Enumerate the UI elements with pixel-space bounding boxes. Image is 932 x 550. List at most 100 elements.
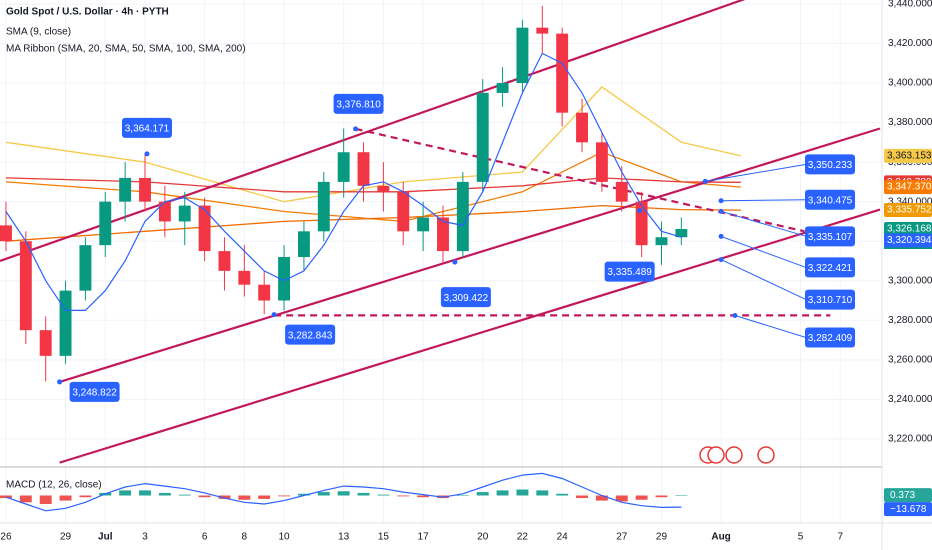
trend-line bbox=[0, 0, 746, 263]
candle-body bbox=[377, 185, 390, 192]
x-tick-label: 22 bbox=[517, 532, 529, 543]
annotation-box bbox=[285, 324, 336, 345]
macd-tag bbox=[884, 502, 932, 517]
candle-body bbox=[59, 290, 72, 356]
macd-line bbox=[5, 472, 682, 512]
candle-body bbox=[79, 245, 92, 291]
x-tick-label: 6 bbox=[202, 532, 208, 543]
macd-tag-label: 0.373 bbox=[890, 490, 915, 501]
candle-body bbox=[456, 181, 469, 252]
x-tick-label: 24 bbox=[557, 532, 569, 543]
macd-histogram-bar bbox=[516, 489, 529, 496]
indicator-label: SMA (9, close) bbox=[6, 27, 71, 38]
price-tag bbox=[884, 148, 932, 163]
macd-histogram-bar bbox=[297, 493, 310, 496]
annotation-box bbox=[121, 117, 172, 138]
macd-histogram-bar bbox=[635, 495, 648, 500]
y-tick-label: 3,260.000 bbox=[888, 354, 932, 365]
annotation-connector bbox=[720, 259, 807, 301]
annotation-point bbox=[702, 178, 708, 184]
macd-histogram-bar bbox=[337, 491, 350, 496]
macd-histogram-bar bbox=[119, 490, 132, 496]
macd-histogram-bar bbox=[496, 490, 509, 496]
candle-body bbox=[258, 284, 271, 301]
trend-line bbox=[355, 127, 805, 233]
y-tick-label: 3,420.000 bbox=[888, 38, 932, 49]
x-tick-label: 20 bbox=[477, 532, 489, 543]
annotation-point bbox=[144, 151, 150, 157]
candle-body bbox=[536, 27, 549, 34]
annotation-box bbox=[805, 226, 855, 247]
candle-body bbox=[595, 142, 608, 182]
candle-body bbox=[139, 177, 151, 202]
x-tick-label: 13 bbox=[338, 532, 350, 543]
annotation-point bbox=[718, 208, 724, 214]
y-tick-label: 3,220.000 bbox=[888, 434, 932, 445]
candle-body bbox=[0, 225, 12, 242]
price-tag bbox=[884, 203, 932, 218]
annotation-box bbox=[805, 289, 855, 310]
macd-histogram-bar bbox=[278, 495, 291, 497]
x-tick-label: 29 bbox=[656, 532, 668, 543]
y-tick-label: 3,440.000 bbox=[888, 0, 932, 10]
annotation-label: 3,350.233 bbox=[808, 160, 853, 171]
y-tick-label: 3,240.000 bbox=[888, 394, 932, 405]
price-tag-label: 3,335.752 bbox=[887, 205, 932, 216]
annotation-label: 3,364.171 bbox=[125, 124, 170, 135]
candle-body bbox=[417, 217, 430, 232]
candle-body bbox=[476, 92, 489, 182]
macd-histogram-bar bbox=[158, 492, 171, 496]
candle-body bbox=[198, 205, 211, 252]
candle-body bbox=[437, 217, 449, 252]
macd-histogram-bar bbox=[178, 494, 191, 496]
candle-body bbox=[675, 229, 688, 238]
event-icon[interactable] bbox=[707, 446, 725, 464]
macd-histogram-bar bbox=[397, 495, 410, 497]
annotation-connector bbox=[720, 235, 807, 268]
annotation-label: 3,335.107 bbox=[808, 232, 853, 243]
candle-body bbox=[297, 231, 310, 258]
annotation-point bbox=[57, 379, 63, 385]
event-icon[interactable] bbox=[725, 446, 743, 464]
x-tick-label: Aug bbox=[711, 532, 730, 543]
x-tick-label: 29 bbox=[60, 532, 72, 543]
annotation-label: 3,322.421 bbox=[808, 263, 853, 274]
candle-body bbox=[39, 330, 52, 356]
macd-histogram-bar bbox=[615, 495, 628, 502]
macd-tag bbox=[884, 488, 932, 503]
annotation-box bbox=[805, 154, 855, 175]
annotation-point bbox=[732, 313, 738, 319]
macd-histogram-bar bbox=[595, 495, 608, 501]
annotation-connector bbox=[705, 163, 807, 182]
macd-histogram-bar bbox=[417, 495, 430, 498]
annotation-point bbox=[637, 208, 643, 214]
trend-line bbox=[59, 127, 881, 383]
candle-body bbox=[576, 112, 588, 143]
x-tick-label: Jul bbox=[98, 532, 113, 543]
x-tick-label: 27 bbox=[616, 532, 628, 543]
x-tick-label: 7 bbox=[837, 532, 843, 543]
candle-body bbox=[99, 201, 112, 246]
candle-body bbox=[635, 201, 648, 246]
macd-histogram-bar bbox=[39, 495, 52, 504]
annotation-label: 3,335.489 bbox=[607, 267, 652, 278]
x-tick-label: 3 bbox=[142, 532, 148, 543]
x-tick-label: 8 bbox=[242, 532, 248, 543]
macd-histogram-bar bbox=[357, 492, 370, 496]
annotation-connector bbox=[720, 210, 807, 237]
x-tick-label: 10 bbox=[279, 532, 291, 543]
candle-body bbox=[496, 83, 509, 93]
annotation-label: 3,248.822 bbox=[72, 388, 117, 399]
macd-histogram-bar bbox=[139, 490, 151, 496]
macd-histogram-bar bbox=[79, 495, 92, 498]
candle-body bbox=[119, 177, 132, 202]
event-icon[interactable] bbox=[757, 446, 775, 464]
annotation-box bbox=[440, 287, 491, 308]
price-tag bbox=[884, 233, 932, 248]
y-tick-label: 3,400.000 bbox=[888, 78, 932, 89]
candle-body bbox=[357, 152, 370, 186]
candle-body bbox=[337, 152, 350, 182]
annotation-point bbox=[353, 126, 359, 132]
